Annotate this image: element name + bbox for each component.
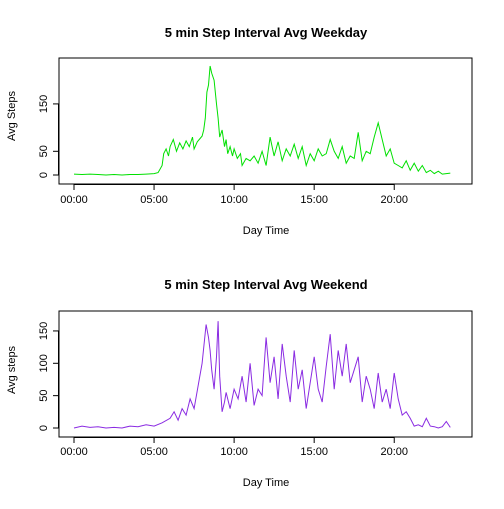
weekend-x-tick-label: 05:00: [140, 446, 168, 458]
weekday-x-tick-label: 05:00: [140, 194, 168, 206]
weekday-x-axis-label: Day Time: [243, 225, 289, 237]
weekend-x-tick-label: 10:00: [220, 446, 248, 458]
weekend-series-line: [73, 321, 451, 429]
weekday-y-tick-label: 0: [38, 172, 50, 178]
weekend-x-tick-label: 00:00: [60, 446, 88, 458]
weekday-panel: 5 min Step Interval Avg Weekday Day Time…: [6, 25, 473, 237]
weekend-y-tick-label: 50: [38, 390, 50, 402]
weekend-y-tick-label: 0: [38, 425, 50, 431]
weekday-series-line: [73, 65, 451, 176]
weekday-y-tick-label: 150: [38, 95, 50, 113]
weekend-panel: 5 min Step Interval Avg Weekend Day Time…: [6, 277, 473, 489]
weekday-x-tick-label: 20:00: [380, 194, 408, 206]
weekday-axis-ticks: 00:00 05:00 10:00 15:00 20:00 0 50 150: [38, 95, 408, 206]
weekday-x-tick-label: 10:00: [220, 194, 248, 206]
weekday-y-tick-label: 50: [38, 145, 50, 157]
weekend-chart-title: 5 min Step Interval Avg Weekend: [164, 277, 367, 292]
weekday-x-tick-label: 15:00: [300, 194, 328, 206]
weekend-y-tick-label: 150: [38, 322, 50, 340]
weekend-x-tick-label: 15:00: [300, 446, 328, 458]
weekday-y-axis-label: Avg Steps: [6, 91, 18, 141]
weekend-x-axis-label: Day Time: [243, 477, 289, 489]
weekend-axis-ticks: 00:00 05:00 10:00 15:00 20:00 0 50 100 150: [38, 322, 408, 458]
weekday-chart-title: 5 min Step Interval Avg Weekday: [165, 25, 368, 40]
weekend-y-tick-label: 100: [38, 354, 50, 372]
weekday-x-tick-label: 00:00: [60, 194, 88, 206]
weekend-x-tick-label: 20:00: [380, 446, 408, 458]
weekend-y-axis-label: Avg steps: [6, 345, 18, 394]
